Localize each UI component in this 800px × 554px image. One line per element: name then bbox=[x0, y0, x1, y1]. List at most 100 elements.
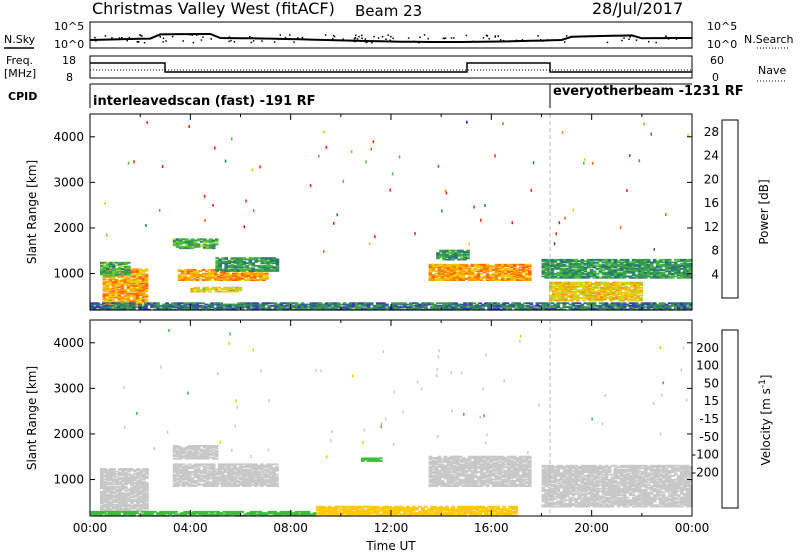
range-cell bbox=[440, 271, 445, 274]
range-cell bbox=[452, 466, 457, 468]
range-cell bbox=[568, 270, 573, 273]
range-cell bbox=[437, 464, 442, 467]
range-cell bbox=[589, 265, 594, 268]
range-cell bbox=[195, 275, 200, 278]
range-cell bbox=[93, 307, 97, 310]
range-cell bbox=[565, 269, 570, 272]
range-cell bbox=[199, 453, 204, 456]
nsky-dot bbox=[162, 41, 164, 43]
range-cell bbox=[303, 304, 308, 307]
range-cell bbox=[440, 265, 445, 267]
range-cell bbox=[130, 487, 134, 490]
range-cell bbox=[118, 269, 122, 272]
range-cell bbox=[640, 270, 645, 273]
range-cell bbox=[184, 240, 189, 243]
range-cell bbox=[102, 283, 107, 286]
range-cell bbox=[217, 472, 222, 475]
range-cell bbox=[105, 273, 110, 276]
range-cell bbox=[397, 307, 401, 310]
nsky-dot bbox=[564, 41, 566, 43]
range-cell bbox=[677, 258, 681, 261]
range-cell bbox=[604, 258, 609, 261]
range-cell bbox=[532, 161, 535, 165]
range-cell bbox=[165, 306, 169, 309]
range-cell bbox=[677, 265, 681, 268]
range-cell bbox=[260, 270, 265, 272]
range-cell bbox=[600, 297, 604, 299]
range-cell bbox=[220, 472, 225, 475]
range-cell bbox=[622, 260, 627, 263]
range-cell bbox=[115, 493, 119, 496]
range-cell bbox=[559, 274, 564, 277]
range-cell bbox=[263, 261, 268, 263]
range-cell bbox=[202, 452, 207, 455]
range-cell bbox=[180, 277, 185, 280]
range-cell bbox=[458, 459, 463, 462]
range-cell bbox=[616, 271, 621, 274]
range-cell bbox=[220, 466, 225, 468]
range-cell bbox=[162, 304, 166, 307]
range-cell bbox=[123, 306, 127, 309]
range-cell bbox=[509, 279, 514, 281]
range-cell bbox=[248, 471, 252, 473]
range-cell bbox=[142, 502, 146, 505]
range-cell bbox=[193, 485, 198, 487]
range-cell bbox=[121, 473, 125, 476]
range-cell bbox=[461, 277, 466, 280]
range-cell bbox=[115, 494, 119, 497]
range-cell bbox=[233, 471, 237, 473]
range-cell bbox=[607, 303, 612, 306]
range-cell bbox=[276, 304, 281, 307]
range-cell bbox=[100, 507, 104, 510]
nsky-dot bbox=[284, 36, 287, 39]
range-cell bbox=[263, 466, 267, 468]
range-cell bbox=[521, 271, 526, 274]
range-cell bbox=[397, 306, 401, 309]
range-cell bbox=[184, 455, 189, 458]
range-cell bbox=[208, 472, 213, 475]
range-cell bbox=[272, 266, 277, 269]
range-cell bbox=[172, 482, 177, 485]
range-cell bbox=[219, 279, 224, 281]
range-cell bbox=[624, 298, 628, 301]
range-cell bbox=[145, 475, 149, 478]
range-cell bbox=[239, 476, 243, 479]
range-cell bbox=[670, 261, 675, 264]
range-cell bbox=[454, 252, 458, 255]
range-cell bbox=[263, 262, 268, 265]
range-cell bbox=[184, 446, 189, 449]
range-cell bbox=[177, 275, 182, 278]
range-cell bbox=[452, 483, 457, 486]
range-cell bbox=[118, 263, 122, 265]
range-cell bbox=[421, 304, 425, 307]
range-cell bbox=[228, 306, 233, 309]
range-cell bbox=[461, 274, 466, 276]
range-cell bbox=[431, 463, 436, 466]
nsky-dot bbox=[565, 35, 568, 37]
range-cell bbox=[124, 273, 128, 276]
range-cell bbox=[586, 275, 591, 278]
range-cell bbox=[117, 307, 121, 310]
range-cell bbox=[574, 274, 579, 277]
range-cell bbox=[561, 286, 565, 289]
range-cell bbox=[106, 498, 110, 501]
range-cell bbox=[580, 266, 585, 269]
range-cell bbox=[263, 264, 268, 267]
range-cell bbox=[112, 501, 116, 504]
range-cell bbox=[661, 273, 666, 275]
range-cell bbox=[205, 448, 210, 451]
range-cell bbox=[178, 448, 183, 451]
range-cell bbox=[523, 302, 527, 305]
range-cell bbox=[336, 302, 341, 305]
range-cell bbox=[643, 273, 648, 275]
range-cell bbox=[458, 468, 463, 471]
range-cell bbox=[466, 120, 468, 124]
range-cell bbox=[111, 304, 115, 307]
range-cell bbox=[535, 304, 540, 307]
range-cell bbox=[111, 302, 115, 305]
range-cell bbox=[577, 275, 582, 278]
range-cell bbox=[193, 452, 198, 455]
range-cell bbox=[202, 290, 206, 293]
range-cell bbox=[211, 452, 216, 455]
range-cell bbox=[175, 482, 180, 485]
